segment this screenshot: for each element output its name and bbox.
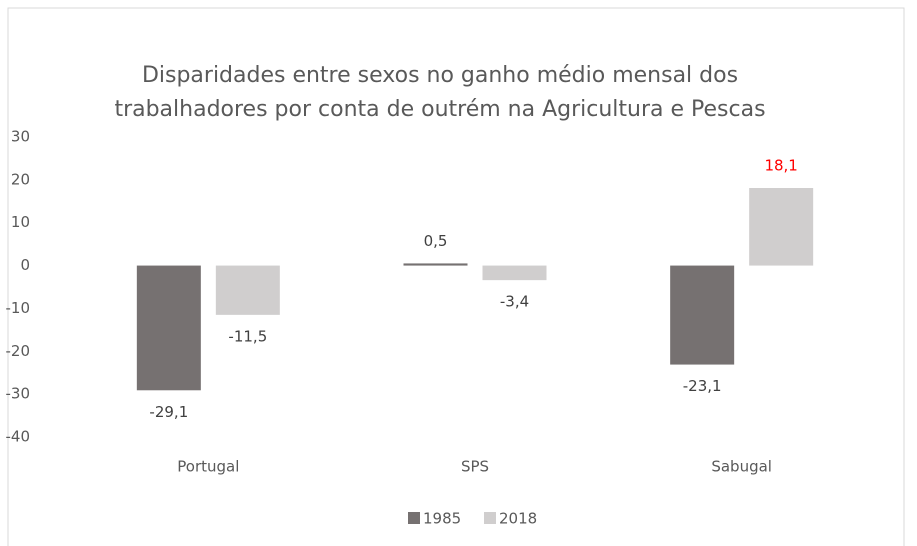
value-label: -3,4: [500, 293, 529, 311]
y-tick-label: 10: [11, 213, 30, 231]
y-tick-label: -10: [6, 299, 31, 317]
y-tick-label: 30: [11, 128, 30, 146]
value-label: -23,1: [683, 377, 722, 395]
y-tick-label: -20: [6, 342, 31, 360]
value-label: 18,1: [764, 157, 797, 175]
x-tick-label: Sabugal: [711, 458, 772, 476]
y-tick-label: 20: [11, 170, 30, 188]
legend-label: 1985: [423, 510, 461, 528]
y-tick-label: 0: [20, 256, 30, 274]
bar: [215, 265, 280, 315]
x-tick-label: Portugal: [177, 458, 239, 476]
y-tick-label: -40: [6, 428, 31, 446]
x-tick-label: SPS: [461, 458, 489, 476]
value-label: -29,1: [149, 403, 188, 421]
legend-label: 2018: [499, 510, 537, 528]
bar: [482, 265, 547, 281]
legend-swatch: [484, 512, 496, 524]
chart-title: trabalhadores por conta de outrém na Agr…: [114, 97, 765, 122]
bar: [749, 188, 814, 266]
value-label: 0,5: [424, 232, 448, 250]
bar: [670, 265, 735, 365]
bar: [403, 263, 468, 266]
y-tick-label: -30: [6, 385, 31, 403]
value-label: -11,5: [228, 327, 267, 345]
bar: [136, 265, 201, 391]
legend-swatch: [408, 512, 420, 524]
chart-title: Disparidades entre sexos no ganho médio …: [142, 63, 738, 88]
